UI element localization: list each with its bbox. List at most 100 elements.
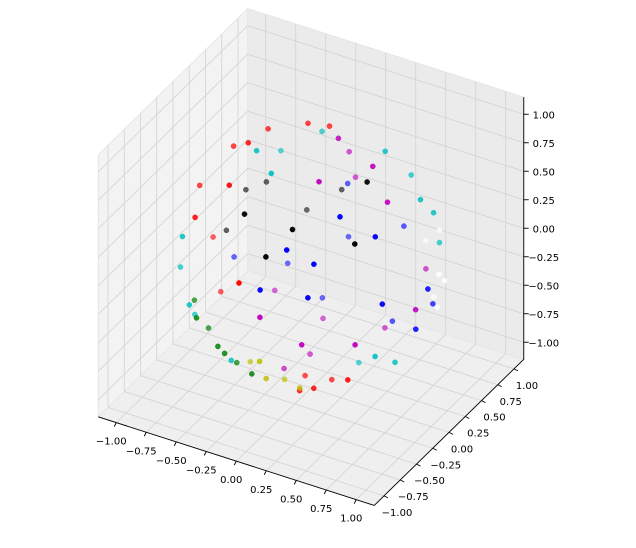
data-point-cluster-red: [310, 385, 317, 392]
data-point-cluster-magenta: [271, 287, 278, 294]
y-tick-mark: [448, 431, 454, 435]
data-point-cluster-red: [326, 123, 333, 129]
data-point-cluster-yellow: [256, 358, 263, 365]
grid-line-y-floor: [124, 391, 401, 481]
data-point-cluster-red: [302, 372, 308, 379]
data-point-cluster-blue: [389, 318, 396, 324]
z-tick-label: −0.75: [528, 310, 559, 321]
data-point-cluster-cyan: [179, 233, 186, 240]
data-point-cluster-magenta: [423, 265, 429, 272]
grid-line-z-back: [247, 167, 524, 258]
grid-line-y-floor: [140, 375, 417, 465]
grid-line-z-left: [97, 110, 249, 258]
grid-line-z-left: [97, 224, 249, 372]
data-point-cluster-cyan: [372, 353, 378, 360]
data-point-cluster-magenta: [346, 148, 353, 155]
grid-line-z-left: [97, 53, 249, 201]
data-point-cluster-cyan: [253, 147, 260, 154]
grid-line-y-floor: [172, 343, 450, 433]
axis-lines: [98, 97, 529, 506]
x-tick-mark: [233, 460, 237, 466]
grid-lines: [97, 14, 524, 500]
data-point-cluster-blue: [345, 233, 352, 240]
grid-line-z-back: [247, 196, 524, 286]
data-point-cluster-blue: [337, 213, 343, 220]
data-point-cluster-black: [351, 241, 358, 247]
data-point-cluster-cyan: [319, 128, 325, 135]
z-tick-label: 0.25: [533, 196, 555, 207]
data-point-cluster-red: [196, 182, 203, 189]
data-point-cluster-cyan: [355, 359, 362, 366]
z-tick-label: −1.00: [528, 338, 559, 349]
grid-line-y-floor: [237, 279, 515, 370]
grid-line-y-floor: [107, 406, 385, 497]
y-tick-label: −0.50: [414, 476, 445, 487]
data-point-cluster-magenta: [382, 324, 388, 331]
data-point-cluster-magenta: [352, 341, 358, 348]
data-point-cluster-yellow: [263, 375, 270, 382]
data-point-cluster-blue: [401, 223, 407, 229]
tick-labels: −1.00−0.75−0.50−0.250.000.250.500.751.00…: [96, 110, 559, 524]
data-point-cluster-blue: [344, 180, 351, 187]
y-tick-mark: [416, 463, 421, 467]
z-tick-label: −0.50: [528, 281, 559, 292]
y-tick-label: 0.25: [467, 429, 489, 440]
data-point-cluster-red: [245, 139, 252, 146]
z-tick-label: 0.00: [533, 224, 555, 235]
z-tick-label: 0.75: [533, 139, 555, 150]
x-tick-mark: [293, 480, 297, 485]
data-point-cluster-red: [305, 120, 311, 127]
y-tick-mark: [513, 368, 519, 372]
data-point-cluster-yellow: [281, 376, 288, 383]
x-tick-mark: [203, 451, 207, 456]
data-point-cluster-cyan: [268, 170, 275, 177]
data-point-cluster-blue: [412, 326, 419, 333]
x-tick-label: −0.25: [186, 466, 217, 477]
y-tick-label: 0.75: [500, 397, 522, 408]
grid-line-z-left: [97, 167, 249, 315]
grid-line-z-left: [97, 82, 249, 230]
grid-line-z-left: [97, 25, 249, 173]
data-point-cluster-black: [289, 226, 296, 233]
data-point-cluster-cyan: [228, 357, 234, 364]
grid-line-y-floor: [156, 359, 433, 449]
y-tick-label: 0.50: [483, 413, 505, 424]
data-point-cluster-magenta: [352, 174, 359, 180]
data-point-cluster-blue: [283, 247, 290, 253]
grid-line-y-floor: [189, 327, 466, 417]
x-tick-mark: [353, 499, 357, 504]
data-point-cluster-blue: [231, 254, 237, 260]
data-point-cluster-yellow: [247, 358, 254, 365]
data-point-cluster-black: [364, 179, 370, 185]
x-tick-label: 0.25: [250, 485, 272, 496]
data-point-cluster-red: [236, 280, 242, 286]
data-point-cluster-blue: [284, 260, 291, 267]
y-tick-label: 0.00: [451, 444, 473, 455]
y-tick-mark: [400, 479, 405, 483]
y-tick-mark: [383, 495, 389, 499]
y-tick-label: 1.00: [516, 381, 538, 392]
y-tick-label: −0.25: [430, 460, 461, 471]
grid-line-z-left: [97, 139, 249, 287]
data-point-cluster-green: [215, 343, 221, 350]
data-point-cluster-blue: [430, 300, 436, 307]
data-point-cluster-yellow: [296, 385, 303, 391]
data-point-cluster-white: [430, 294, 437, 300]
data-point-cluster-red: [265, 126, 271, 132]
x-tick-label: −1.00: [96, 437, 127, 448]
data-point-cluster-magenta: [320, 315, 326, 322]
data-point-cluster-green: [221, 350, 228, 357]
x-tick-label: −0.50: [156, 456, 187, 467]
data-point-cluster-red: [328, 376, 335, 383]
grid-line-z-back: [247, 139, 524, 229]
x-tick-label: 0.75: [310, 504, 332, 515]
data-point-cluster-magenta: [307, 351, 313, 357]
data-point-cluster-blue: [425, 286, 431, 292]
data-point-cluster-magenta: [257, 314, 263, 321]
data-point-cluster-black: [263, 254, 269, 260]
data-point-cluster-cyan: [382, 148, 389, 155]
data-point-cluster-magenta: [369, 163, 376, 170]
data-point-cluster-red: [217, 288, 224, 295]
z-tick-label: 1.00: [533, 110, 555, 121]
data-point-cluster-blue: [305, 294, 311, 301]
